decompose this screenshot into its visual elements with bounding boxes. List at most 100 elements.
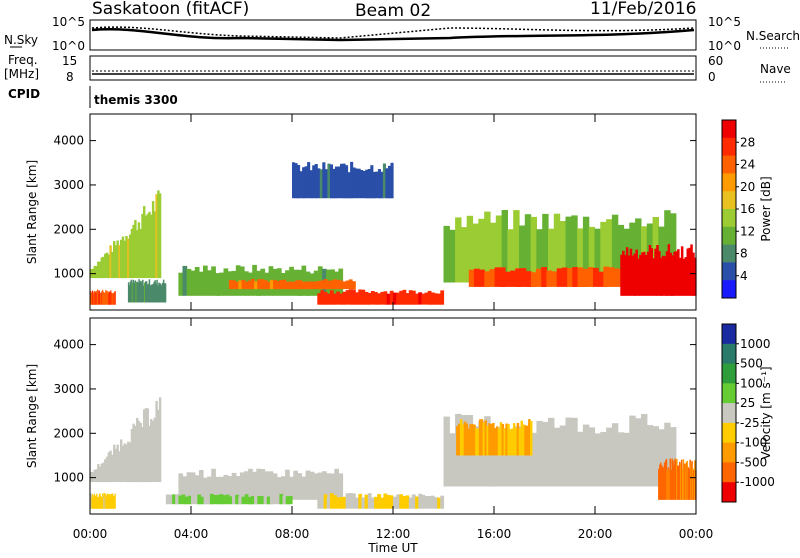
data-cell-power xyxy=(304,281,309,290)
data-cell-power xyxy=(158,282,160,303)
data-cell-velocity xyxy=(102,462,105,483)
colorbar-tick-label: 20 xyxy=(740,180,755,194)
data-cell-power xyxy=(650,248,653,296)
data-cell-power xyxy=(339,293,344,305)
data-cell-power xyxy=(390,162,394,199)
data-cell-velocity xyxy=(600,432,607,487)
data-cell-power xyxy=(352,281,356,290)
data-cell-power xyxy=(694,257,697,296)
data-cell-velocity xyxy=(244,494,249,505)
data-cell-power xyxy=(207,270,212,296)
data-cell-power xyxy=(154,280,156,303)
data-cell-power xyxy=(93,265,96,279)
data-cell-velocity xyxy=(623,432,630,487)
data-cell-velocity xyxy=(102,493,104,509)
data-cell-power xyxy=(107,291,109,305)
data-cell-velocity xyxy=(187,495,192,505)
data-cell-power xyxy=(367,169,371,199)
data-cell-power xyxy=(159,283,161,303)
data-cell-power xyxy=(460,227,468,283)
data-cell-velocity xyxy=(256,468,261,500)
data-cell-velocity xyxy=(691,460,693,500)
data-cell-power xyxy=(530,216,537,283)
data-cell-velocity xyxy=(114,448,118,482)
colorbar-tick-label: 25 xyxy=(740,396,755,410)
data-cell-power xyxy=(669,252,672,296)
data-cell-velocity xyxy=(427,496,432,509)
data-cell-power xyxy=(427,290,432,305)
colorbar-swatch xyxy=(722,155,736,174)
data-cell-velocity xyxy=(313,473,319,500)
data-cell-power xyxy=(95,266,98,279)
data-cell-velocity xyxy=(530,432,537,487)
data-cell-velocity xyxy=(477,428,480,456)
data-cell-velocity xyxy=(536,420,543,487)
data-cell-power xyxy=(660,257,663,296)
data-cell-power xyxy=(113,241,116,279)
data-cell-velocity xyxy=(100,463,103,483)
data-cell-velocity xyxy=(488,423,491,456)
data-cell-velocity xyxy=(418,493,423,509)
data-cell-velocity xyxy=(136,417,139,483)
data-cell-velocity xyxy=(524,425,527,456)
data-cell-power xyxy=(430,292,435,305)
data-cell-velocity xyxy=(661,466,664,500)
data-cell-power xyxy=(304,166,308,199)
data-cell-power xyxy=(302,167,306,199)
data-cell-power xyxy=(639,255,642,296)
data-cell-power xyxy=(411,290,416,305)
data-cell-velocity xyxy=(666,470,669,500)
data-cell-velocity xyxy=(132,423,135,483)
data-cell-velocity xyxy=(281,476,286,500)
data-cell-velocity xyxy=(520,420,523,456)
colorbar-swatch xyxy=(722,462,736,483)
data-cell-power xyxy=(148,211,151,278)
data-cell-power xyxy=(571,215,578,283)
data-cell-velocity xyxy=(266,496,271,505)
data-cell-power xyxy=(501,210,508,283)
data-cell-power xyxy=(365,169,369,199)
data-cell-velocity xyxy=(241,496,246,505)
data-cell-power xyxy=(396,292,400,305)
data-cell-velocity xyxy=(113,444,116,483)
data-cell-power xyxy=(661,255,665,296)
freq-unit: [MHz] xyxy=(4,67,39,81)
data-cell-power xyxy=(484,211,491,283)
data-cell-power xyxy=(235,281,239,290)
data-cell-velocity xyxy=(211,468,216,500)
data-cell-velocity xyxy=(323,494,328,509)
data-cell-velocity xyxy=(216,494,221,505)
data-cell-power xyxy=(654,248,657,296)
data-cell-velocity xyxy=(652,426,659,487)
data-cell-power xyxy=(656,245,659,296)
data-cell-power xyxy=(361,289,366,305)
data-cell-velocity xyxy=(190,472,196,500)
colorbar-swatch xyxy=(722,280,736,299)
data-cell-velocity xyxy=(104,459,107,483)
data-cell-velocity xyxy=(367,493,372,509)
data-cell-velocity xyxy=(222,495,227,505)
data-cell-power xyxy=(679,257,682,296)
data-cell-velocity xyxy=(519,426,526,487)
data-cell-power xyxy=(247,280,252,290)
colorbar-swatch xyxy=(722,442,736,463)
data-cell-velocity xyxy=(472,426,479,487)
data-cell-velocity xyxy=(107,493,109,509)
data-cell-power xyxy=(641,252,644,296)
data-cell-power xyxy=(223,268,229,296)
data-cell-power xyxy=(116,240,119,279)
xaxis-title: Time UT xyxy=(367,541,418,554)
colorbar-tick-label: 24 xyxy=(740,158,755,172)
data-cell-velocity xyxy=(674,458,676,500)
data-cell-velocity xyxy=(158,397,162,483)
data-cell-velocity xyxy=(98,493,100,509)
data-cell-power xyxy=(95,291,97,305)
cpid-label: CPID xyxy=(8,87,40,101)
colorbar-swatch xyxy=(722,422,736,444)
data-cell-velocity xyxy=(635,418,642,487)
data-cell-power xyxy=(665,251,669,296)
colorbar-swatch xyxy=(722,137,736,157)
data-cell-power xyxy=(362,171,366,199)
data-cell-power xyxy=(127,282,130,303)
